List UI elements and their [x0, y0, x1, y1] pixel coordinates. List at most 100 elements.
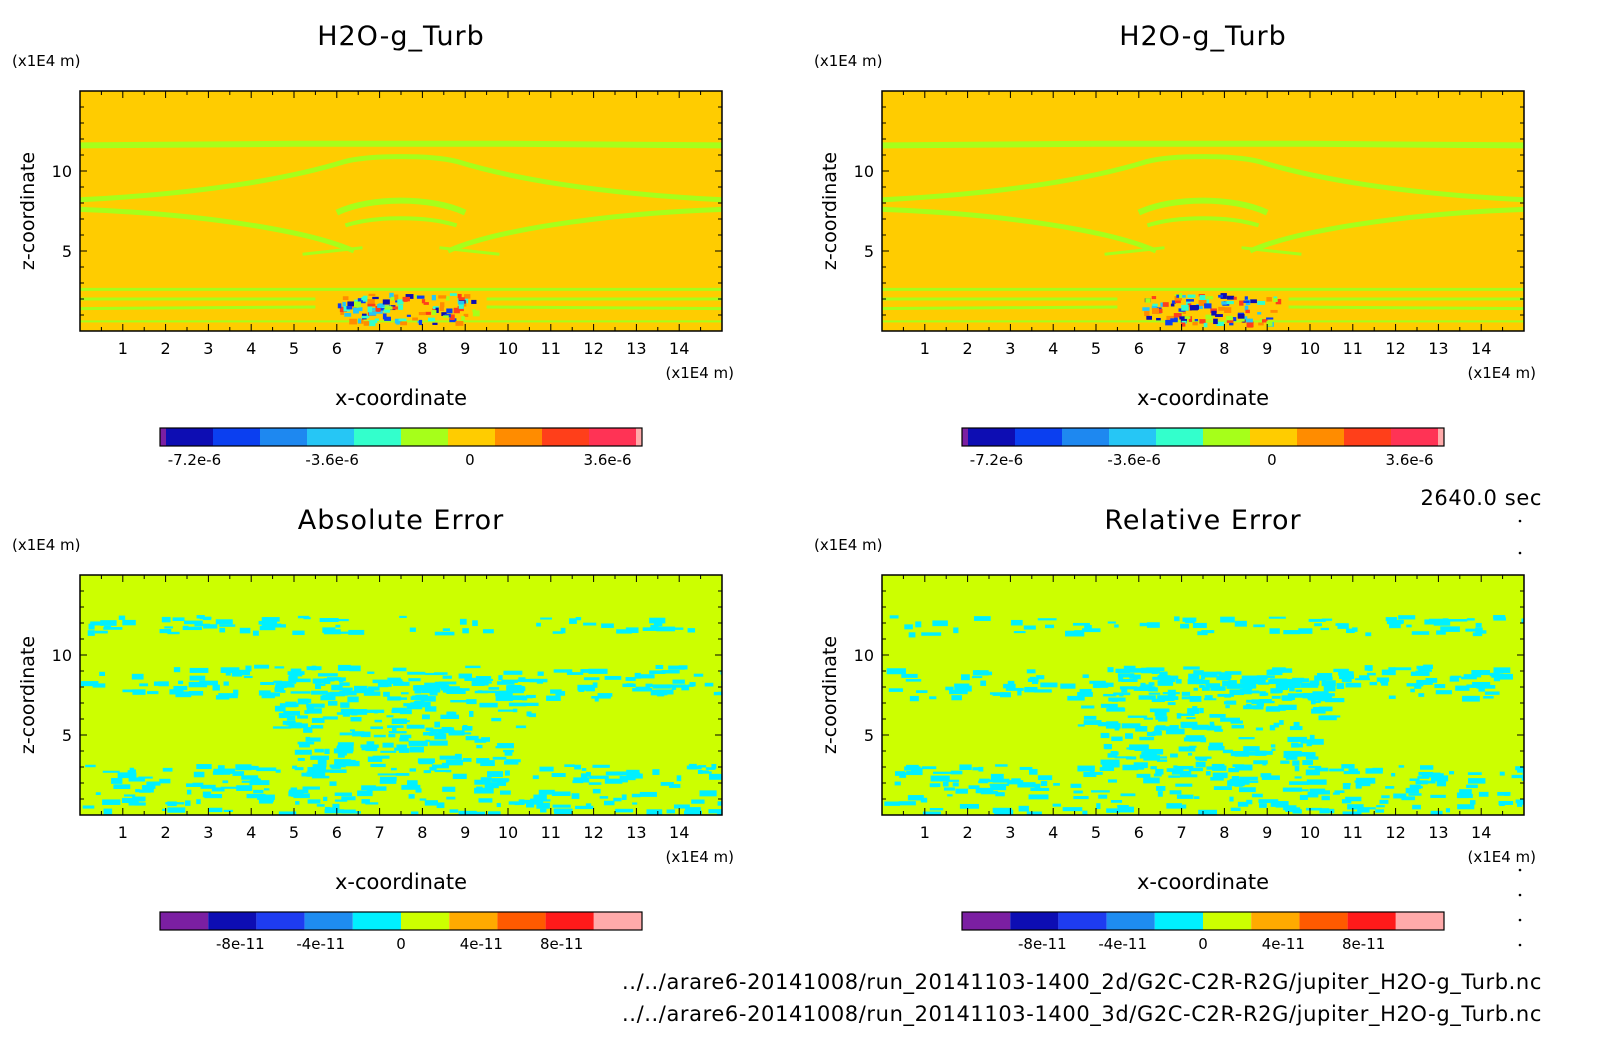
heatmap-field — [882, 575, 1524, 815]
x-tick-label: 14 — [1471, 339, 1491, 358]
error-patch — [466, 811, 486, 815]
turbulence-cell — [375, 305, 381, 312]
turbulence-cell — [1205, 314, 1213, 320]
turbulence-cell — [1174, 296, 1182, 301]
error-patch — [361, 747, 371, 751]
error-patch — [656, 626, 676, 632]
error-patch — [186, 789, 192, 795]
error-patch — [505, 759, 521, 763]
error-patch — [687, 628, 696, 633]
turbulence-cell — [1186, 301, 1191, 306]
turbulence-cell — [449, 293, 457, 296]
turbulence-cell — [1206, 296, 1214, 300]
colorbar-tick-label: 3.6e-6 — [1386, 451, 1434, 469]
error-patch — [501, 679, 518, 683]
error-patch — [1214, 729, 1223, 732]
turbulence-cell — [438, 295, 447, 299]
error-patch — [949, 689, 968, 695]
error-patch — [199, 680, 218, 686]
error-patch — [1253, 705, 1264, 710]
error-patch — [1430, 794, 1446, 798]
error-patch — [82, 805, 95, 809]
error-patch — [188, 681, 208, 688]
turbulence-cell — [1229, 322, 1234, 326]
error-patch — [952, 782, 959, 787]
error-patch — [498, 675, 503, 681]
turbulence-cell — [398, 299, 403, 303]
error-patch — [1201, 686, 1210, 691]
turbulence-cell — [398, 318, 407, 322]
error-patch — [1117, 805, 1129, 808]
error-patch — [366, 786, 387, 791]
error-patch — [1321, 618, 1333, 621]
error-patch — [632, 802, 638, 805]
error-patch — [649, 670, 666, 674]
turbulence-cell — [449, 314, 455, 321]
error-patch — [332, 631, 350, 634]
error-patch — [1089, 680, 1106, 684]
error-patch — [1222, 680, 1233, 687]
error-patch — [243, 675, 253, 679]
turbulence-cell — [1192, 321, 1198, 326]
error-patch — [1228, 680, 1237, 686]
error-patch — [310, 725, 324, 729]
error-patch — [1271, 748, 1276, 751]
error-patch — [222, 780, 229, 784]
error-patch — [347, 696, 359, 703]
turbulence-cell — [1180, 309, 1186, 314]
error-patch — [1367, 807, 1376, 810]
error-patch — [1140, 686, 1156, 691]
error-patch — [1475, 622, 1482, 628]
error-patch — [526, 711, 532, 717]
error-patch — [1433, 619, 1451, 626]
error-patch — [1391, 773, 1396, 777]
filament-band — [344, 216, 458, 228]
colorbar: -8e-11 -4e-11 0 4e-11 8e-11 — [961, 911, 1445, 953]
error-patch — [1139, 622, 1156, 627]
error-patch — [311, 775, 330, 779]
error-patch — [400, 692, 409, 695]
error-patch — [399, 615, 407, 618]
turbulence-cell — [1166, 315, 1175, 321]
error-patch — [88, 623, 95, 630]
x-tick-label: 5 — [1091, 823, 1101, 842]
error-patch — [1023, 625, 1036, 630]
turbulence-cell — [368, 293, 376, 296]
error-patch — [327, 807, 336, 811]
turbulence-cell — [432, 322, 438, 325]
error-patch — [341, 811, 361, 814]
error-patch — [159, 778, 171, 784]
error-patch — [597, 693, 613, 697]
error-patch — [978, 766, 984, 772]
error-patch — [615, 808, 634, 813]
error-patch — [1184, 619, 1195, 624]
error-patch — [122, 619, 136, 626]
error-patch — [1320, 808, 1330, 813]
error-patch — [118, 615, 126, 620]
error-patch — [973, 616, 991, 621]
error-patch — [1355, 783, 1362, 789]
error-patch — [661, 669, 680, 674]
error-patch — [92, 683, 106, 688]
error-patch — [235, 669, 250, 676]
colorbar-segment — [304, 912, 353, 930]
error-patch — [569, 618, 577, 624]
error-patch — [652, 684, 671, 689]
error-patch — [1346, 628, 1355, 634]
error-patch — [138, 776, 153, 779]
error-patch — [1193, 670, 1204, 676]
error-patch — [1466, 784, 1478, 789]
x-axis-label: x-coordinate — [335, 870, 467, 894]
error-patch — [1226, 684, 1244, 689]
error-patch — [889, 615, 899, 619]
error-patch — [646, 809, 663, 815]
error-patch — [290, 793, 309, 797]
error-patch — [220, 768, 236, 774]
error-patch — [1026, 669, 1036, 674]
error-patch — [1188, 674, 1198, 678]
error-patch — [400, 734, 412, 739]
error-patch — [1284, 682, 1301, 688]
error-patch — [329, 764, 346, 768]
turbulence-cell — [1156, 317, 1161, 321]
error-patch — [1205, 771, 1211, 776]
